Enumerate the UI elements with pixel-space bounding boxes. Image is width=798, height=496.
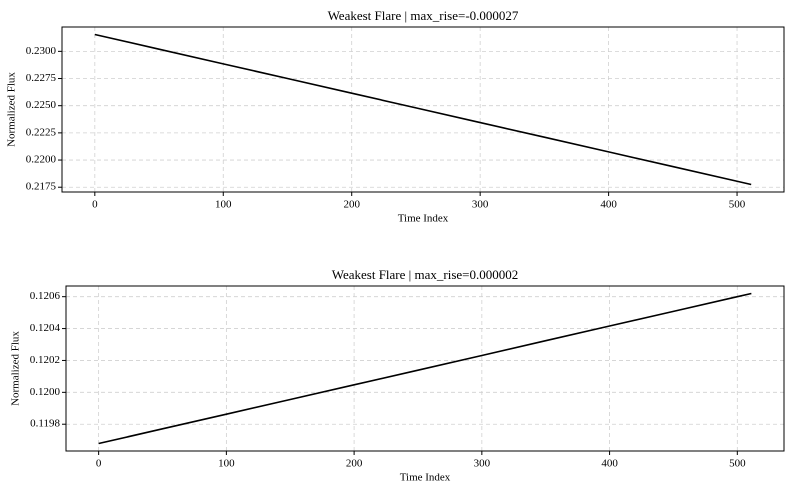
x-tick-label: 500 (729, 458, 746, 470)
y-tick-label: 0.1200 (30, 386, 61, 398)
x-tick-label: 200 (343, 199, 360, 211)
x-tick-label: 100 (215, 199, 232, 211)
y-tick-label: 0.2250 (26, 99, 57, 111)
x-tick-label: 500 (729, 199, 746, 211)
plot-frame (61, 26, 785, 193)
x-axis-label: Time Index (400, 472, 451, 484)
chart-title: Weakest Flare | max_rise=0.000002 (332, 267, 519, 282)
y-tick-label: 0.2175 (26, 181, 57, 193)
y-axis-label: Normalized Flux (10, 331, 22, 406)
x-tick-label: 0 (92, 199, 98, 211)
x-tick-label: 200 (346, 458, 363, 470)
x-tick-label: 0 (96, 458, 102, 470)
chart-title: Weakest Flare | max_rise=-0.000027 (328, 8, 519, 23)
y-tick-label: 0.2200 (26, 154, 57, 166)
y-tick-label: 0.1204 (30, 322, 61, 334)
series-line (94, 33, 752, 186)
x-axis-label: Time Index (398, 213, 449, 225)
x-tick-label: 400 (600, 199, 617, 211)
y-tick-label: 0.2300 (26, 45, 57, 57)
y-tick-label: 0.2225 (26, 126, 57, 138)
x-tick-label: 300 (474, 458, 491, 470)
x-tick-label: 300 (472, 199, 489, 211)
y-tick-label: 0.1198 (30, 418, 60, 430)
series-line (98, 292, 752, 445)
x-tick-label: 100 (218, 458, 235, 470)
x-tick-label: 400 (601, 458, 618, 470)
y-tick-label: 0.2275 (26, 72, 57, 84)
y-tick-label: 0.1202 (30, 354, 60, 366)
plot-frame (65, 285, 785, 452)
y-axis-label: Normalized Flux (6, 72, 18, 147)
y-tick-label: 0.1206 (30, 290, 61, 302)
